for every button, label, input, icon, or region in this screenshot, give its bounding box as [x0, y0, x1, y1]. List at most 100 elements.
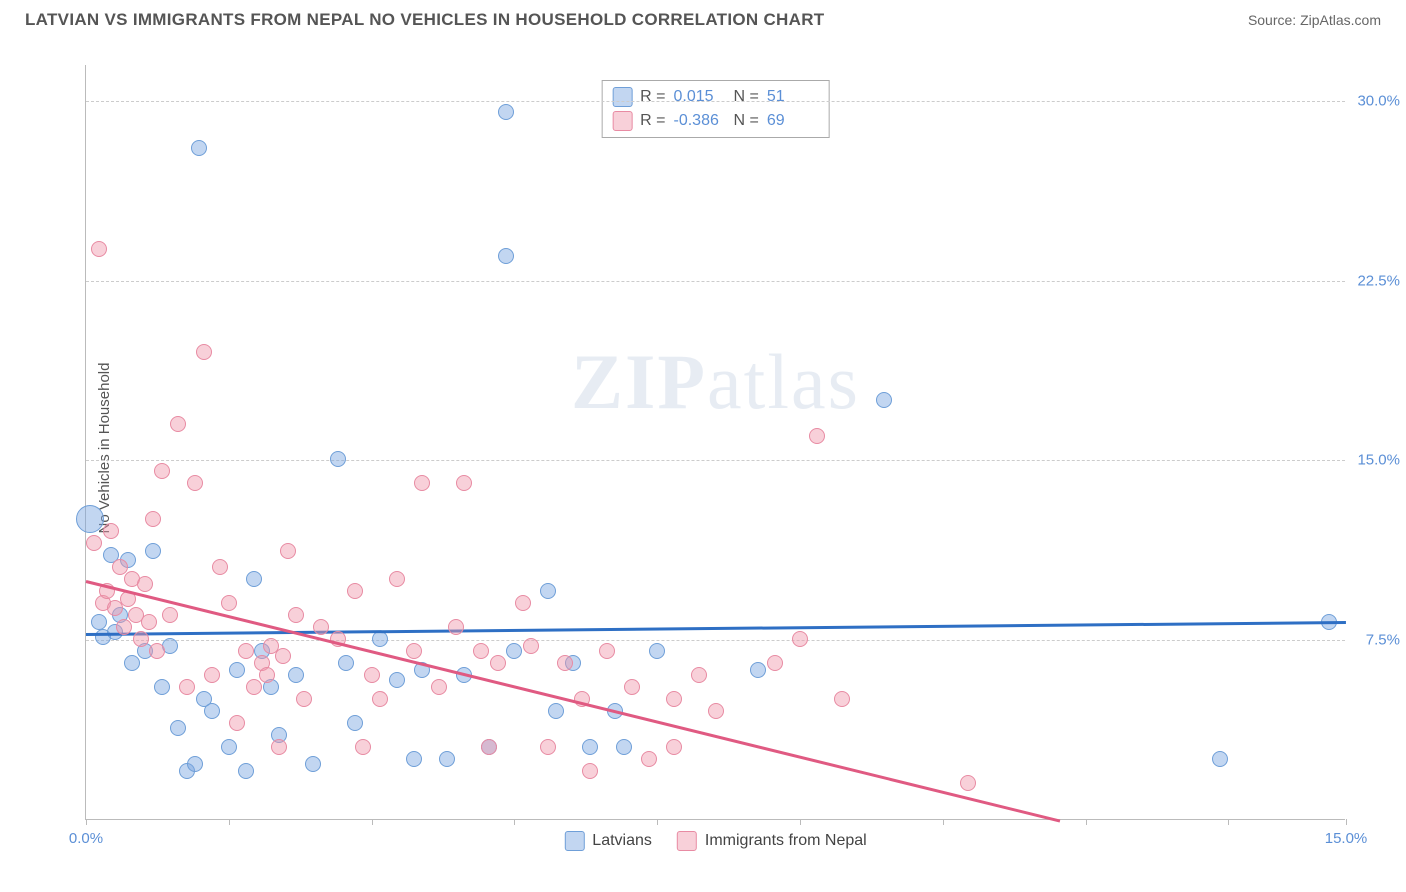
data-point — [145, 511, 161, 527]
data-point — [338, 655, 354, 671]
gridline-h — [86, 101, 1345, 102]
gridline-h — [86, 460, 1345, 461]
stats-r-label: R = — [640, 88, 665, 106]
legend-item-1: Immigrants from Nepal — [677, 831, 867, 851]
data-point — [187, 475, 203, 491]
x-tick — [514, 819, 515, 825]
data-point — [246, 571, 262, 587]
data-point — [364, 667, 380, 683]
data-point — [162, 607, 178, 623]
data-point — [86, 535, 102, 551]
data-point — [372, 691, 388, 707]
data-point — [196, 344, 212, 360]
data-point — [548, 703, 564, 719]
gridline-h — [86, 281, 1345, 282]
data-point — [515, 595, 531, 611]
y-tick-label: 7.5% — [1366, 632, 1400, 649]
data-point — [431, 679, 447, 695]
x-tick — [1228, 819, 1229, 825]
data-point — [204, 667, 220, 683]
data-point — [691, 667, 707, 683]
data-point — [481, 739, 497, 755]
data-point — [498, 104, 514, 120]
data-point — [187, 756, 203, 772]
data-point — [296, 691, 312, 707]
x-tick — [1346, 819, 1347, 825]
data-point — [76, 505, 104, 533]
data-point — [599, 643, 615, 659]
data-point — [792, 631, 808, 647]
watermark: ZIPatlas — [571, 337, 860, 427]
data-point — [767, 655, 783, 671]
x-tick — [372, 819, 373, 825]
stats-n-value-0: 51 — [767, 88, 819, 106]
series-legend: Latvians Immigrants from Nepal — [564, 831, 866, 851]
data-point — [179, 679, 195, 695]
data-point — [641, 751, 657, 767]
data-point — [439, 751, 455, 767]
data-point — [141, 614, 157, 630]
stats-legend-box: R = 0.015 N = 51 R = -0.386 N = 69 — [601, 80, 830, 138]
stats-row-series-1: R = -0.386 N = 69 — [612, 109, 819, 133]
stats-r-label: R = — [640, 112, 665, 130]
data-point — [229, 715, 245, 731]
legend-label-1: Immigrants from Nepal — [705, 832, 867, 850]
data-point — [406, 643, 422, 659]
data-point — [523, 638, 539, 654]
trend-line-series-1 — [86, 580, 1061, 823]
data-point — [649, 643, 665, 659]
data-point — [540, 739, 556, 755]
data-point — [347, 583, 363, 599]
data-point — [582, 763, 598, 779]
data-point — [557, 655, 573, 671]
data-point — [170, 416, 186, 432]
data-point — [473, 643, 489, 659]
legend-item-0: Latvians — [564, 831, 652, 851]
x-tick — [1086, 819, 1087, 825]
stats-row-series-0: R = 0.015 N = 51 — [612, 85, 819, 109]
data-point — [389, 672, 405, 688]
stats-n-label: N = — [734, 112, 759, 130]
data-point — [204, 703, 220, 719]
swatch-series-1-icon — [612, 111, 632, 131]
data-point — [288, 607, 304, 623]
data-point — [355, 739, 371, 755]
data-point — [116, 619, 132, 635]
data-point — [103, 523, 119, 539]
x-tick-label: 0.0% — [69, 830, 103, 847]
data-point — [616, 739, 632, 755]
swatch-series-0-icon — [564, 831, 584, 851]
y-tick-label: 22.5% — [1357, 272, 1400, 289]
data-point — [456, 475, 472, 491]
data-point — [124, 655, 140, 671]
data-point — [540, 583, 556, 599]
page-title: LATVIAN VS IMMIGRANTS FROM NEPAL NO VEHI… — [25, 10, 824, 30]
data-point — [498, 248, 514, 264]
x-tick — [943, 819, 944, 825]
data-point — [149, 643, 165, 659]
swatch-series-1-icon — [677, 831, 697, 851]
data-point — [133, 631, 149, 647]
plot-area: ZIPatlas R = 0.015 N = 51 R = -0.386 N =… — [85, 65, 1345, 820]
data-point — [221, 595, 237, 611]
data-point — [330, 451, 346, 467]
data-point — [389, 571, 405, 587]
data-point — [372, 631, 388, 647]
y-tick-label: 15.0% — [1357, 452, 1400, 469]
stats-n-value-1: 69 — [767, 112, 819, 130]
data-point — [876, 392, 892, 408]
data-point — [809, 428, 825, 444]
data-point — [1212, 751, 1228, 767]
data-point — [288, 667, 304, 683]
data-point — [212, 559, 228, 575]
data-point — [191, 140, 207, 156]
data-point — [280, 543, 296, 559]
data-point — [271, 739, 287, 755]
data-point — [313, 619, 329, 635]
data-point — [145, 543, 161, 559]
x-tick — [229, 819, 230, 825]
data-point — [221, 739, 237, 755]
x-tick — [86, 819, 87, 825]
data-point — [834, 691, 850, 707]
data-point — [229, 662, 245, 678]
